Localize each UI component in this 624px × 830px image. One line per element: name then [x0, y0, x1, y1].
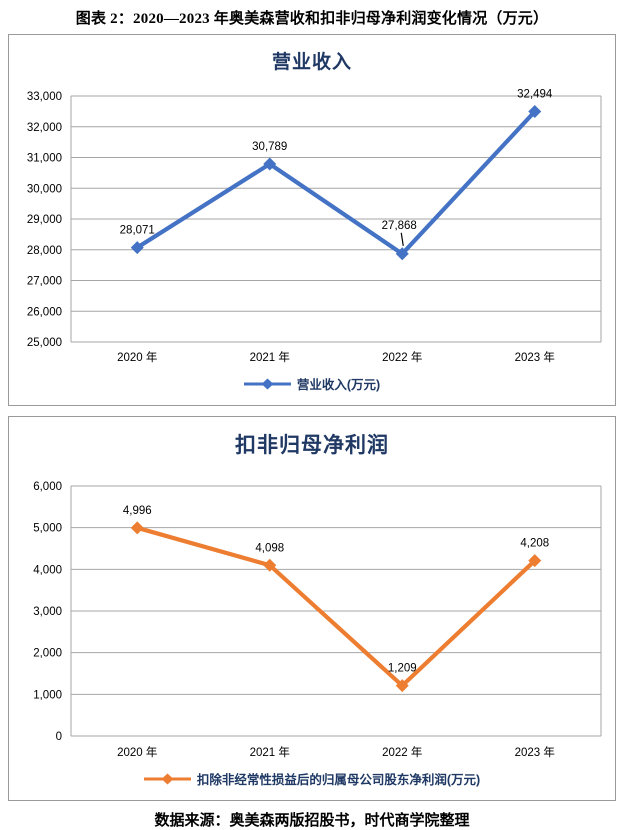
y-tick-label: 30,000 — [27, 183, 62, 195]
profit-legend: 扣除非经常性损益后的归属母公司股东净利润(万元) — [9, 769, 615, 788]
y-tick-label: 4,000 — [33, 564, 62, 576]
data-label-leader-line — [400, 232, 404, 246]
revenue-legend: 营业收入(万元) — [9, 374, 615, 393]
data-point-marker — [263, 558, 277, 572]
data-label: 27,868 — [382, 220, 417, 232]
revenue-chart-plot: 33,000 32,000 31,000 30,000 29,000 28,000 27,0… — [27, 89, 602, 364]
y-tick-label: 29,000 — [27, 214, 62, 226]
profit-chart-box: 扣非归母净利润 6,000 5,000 4,000 3,000 2,000 1,000 0 4… — [8, 416, 616, 801]
line-diamond-marker-icon — [243, 378, 291, 389]
y-tick-label: 31,000 — [27, 153, 62, 165]
line-diamond-marker-icon — [143, 773, 191, 784]
series-line — [135, 109, 537, 256]
page-title: 图表 2：2020—2023 年奥美森营收和扣非归母净利润变化情况（万元） — [75, 11, 549, 27]
data-point-marker — [130, 241, 144, 255]
x-tick-label: 2021 年 — [250, 350, 290, 364]
source-note: 数据来源：奥美森两版招股书，时代商学院整理 — [154, 813, 470, 829]
y-tick-label: 6,000 — [33, 481, 62, 493]
data-label: 32,494 — [517, 89, 553, 101]
y-tick-label: 25,000 — [27, 337, 62, 349]
x-tick-label: 2022 年 — [382, 745, 422, 759]
x-tick-label: 2023 年 — [515, 745, 555, 759]
data-point-marker — [528, 554, 542, 568]
x-tick-label: 2020 年 — [117, 350, 157, 364]
y-tick-label: 27,000 — [27, 276, 62, 288]
y-tick-label: 3,000 — [33, 606, 62, 618]
y-tick-label: 28,000 — [27, 245, 62, 257]
y-tick-label: 1,000 — [33, 689, 62, 701]
y-tick-label: 0 — [56, 731, 62, 743]
x-tick-label: 2020 年 — [117, 745, 157, 759]
y-tick-label: 2,000 — [33, 648, 62, 660]
profit-chart-plot: 6,000 5,000 4,000 3,000 2,000 1,000 0 4,996 2020… — [33, 481, 602, 759]
data-label: 4,996 — [123, 505, 152, 517]
data-label: 28,071 — [120, 225, 155, 237]
y-tick-label: 32,000 — [27, 122, 62, 134]
y-tick-label: 33,000 — [27, 91, 62, 103]
data-point-marker — [528, 105, 542, 119]
profit-legend-label: 扣除非经常性损益后的归属母公司股东净利润(万元) — [196, 773, 481, 787]
x-tick-label: 2023 年 — [515, 350, 555, 364]
data-point-marker — [130, 521, 144, 535]
x-tick-label: 2022 年 — [382, 350, 422, 364]
data-label: 4,208 — [520, 538, 549, 550]
data-point-marker — [263, 157, 277, 171]
revenue-chart-title: 营业收入 — [271, 52, 352, 73]
profit-chart-title: 扣非归母净利润 — [235, 434, 389, 457]
data-label: 30,789 — [252, 141, 287, 153]
data-point-marker — [395, 247, 409, 261]
x-tick-label: 2021 年 — [250, 745, 290, 759]
y-tick-label: 5,000 — [33, 523, 62, 535]
y-tick-label: 26,000 — [27, 306, 62, 318]
data-label: 4,098 — [255, 542, 284, 554]
revenue-chart-box: 营业收入 33,000 32,000 31,000 30,000 29,000 28,00… — [8, 34, 616, 406]
series-line — [135, 525, 537, 688]
data-point-marker — [395, 679, 409, 693]
data-label: 1,209 — [388, 663, 417, 675]
revenue-legend-label: 营业收入(万元) — [296, 378, 381, 392]
